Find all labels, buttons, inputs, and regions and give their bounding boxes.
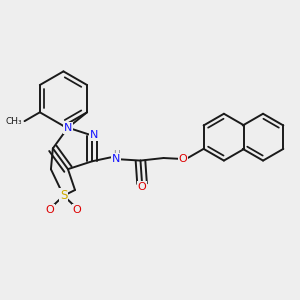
Text: H: H	[113, 150, 120, 159]
Text: S: S	[60, 189, 67, 202]
Text: O: O	[73, 205, 82, 215]
Text: N: N	[112, 154, 121, 164]
Text: N: N	[64, 123, 72, 133]
Text: O: O	[138, 182, 146, 192]
Text: CH₃: CH₃	[5, 117, 22, 126]
Text: N: N	[89, 130, 98, 140]
Text: O: O	[178, 154, 187, 164]
Text: O: O	[46, 205, 55, 215]
